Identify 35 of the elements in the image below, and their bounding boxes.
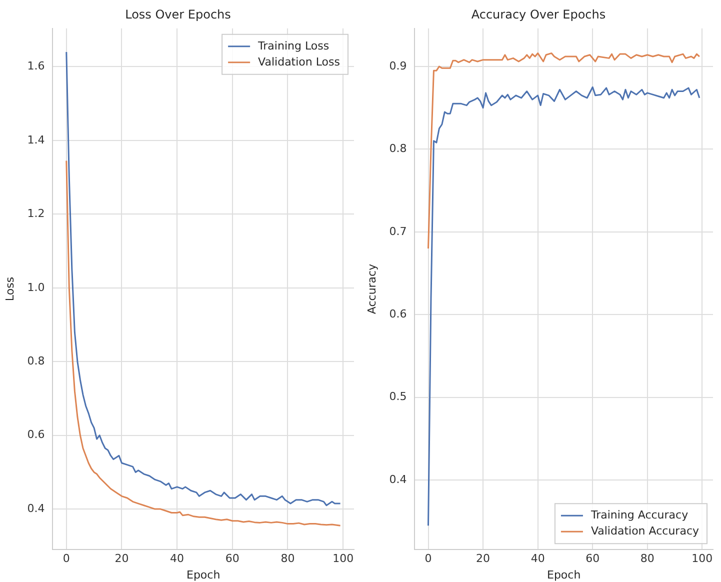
x-tick-label: 60 [225, 552, 240, 566]
x-tick-label: 60 [586, 552, 600, 566]
y-tick-label: 0.8 [389, 142, 407, 156]
y-tick-label: 0.6 [389, 308, 407, 321]
y-tick-label: 0.5 [389, 390, 407, 404]
x-tick-label: 40 [170, 552, 184, 566]
x-tick-label: 80 [640, 552, 654, 566]
x-tick-label: 80 [280, 552, 295, 566]
x-axis-title: Epoch [186, 568, 220, 582]
legend-label: Validation Loss [258, 55, 340, 68]
y-axis-title: Accuracy [365, 263, 378, 314]
y-tick-label: 0.8 [27, 354, 45, 368]
y-tick-label: 0.6 [27, 428, 45, 442]
y-tick-label: 1.4 [27, 133, 45, 146]
x-tick-label: 100 [692, 552, 713, 566]
legend-label: Validation Accuracy [590, 524, 700, 538]
chart-title: Accuracy Over Epochs [471, 7, 606, 22]
y-tick-label: 0.4 [27, 502, 45, 515]
y-tick-label: 0.7 [389, 224, 407, 238]
y-tick-label: 1.6 [27, 60, 45, 73]
y-axis-title: Loss [3, 276, 16, 302]
legend-label: Training Accuracy [590, 508, 689, 522]
y-tick-label: 0.4 [389, 472, 407, 486]
x-tick-label: 0 [424, 552, 432, 566]
x-tick-label: 0 [62, 552, 70, 566]
y-tick-label: 1.2 [27, 207, 45, 220]
x-tick-label: 20 [114, 552, 129, 566]
x-tick-label: 40 [530, 552, 545, 566]
y-tick-label: 1.0 [27, 280, 45, 294]
x-axis-title: Epoch [547, 568, 581, 582]
y-tick-label: 0.9 [389, 59, 407, 72]
legend-label: Training Loss [257, 39, 330, 52]
chart-title: Loss Over Epochs [125, 7, 231, 22]
x-tick-label: 20 [476, 552, 490, 566]
x-tick-label: 100 [332, 552, 354, 566]
